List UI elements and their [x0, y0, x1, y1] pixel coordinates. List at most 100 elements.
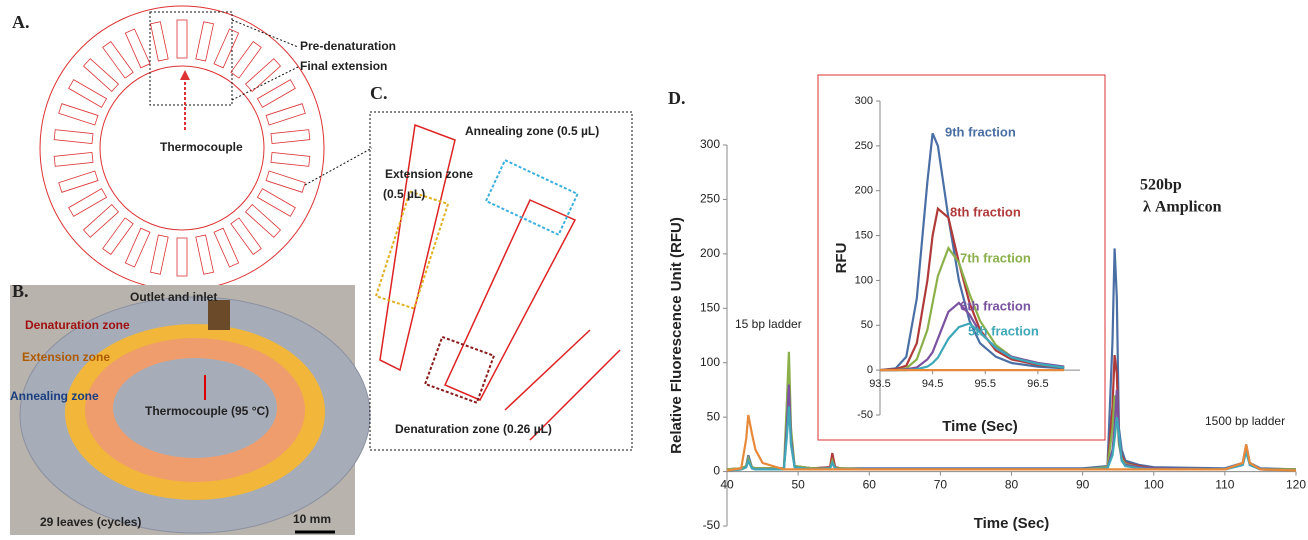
- leaf: [68, 188, 108, 217]
- leaf: [102, 217, 134, 256]
- x-tick-label: 93.5: [869, 378, 890, 390]
- x-axis-title: Time (Sec): [942, 418, 1018, 435]
- y-tick-label: 0: [713, 464, 720, 478]
- y-tick-label: 100: [700, 355, 720, 369]
- x-tick-label: 110: [1215, 478, 1234, 492]
- panel-letter: B.: [12, 281, 29, 301]
- callout-box: [149, 11, 233, 106]
- callout-label: Pre-denaturation: [300, 39, 396, 53]
- y-tick-label: 150: [855, 229, 873, 241]
- channel: [443, 199, 577, 401]
- photo-label: Denaturation zone: [25, 318, 130, 332]
- panel-letter: D.: [668, 88, 686, 108]
- y-tick-label: -50: [857, 409, 873, 421]
- leaf: [53, 129, 94, 145]
- zone-label: Denaturation zone (0.26 µL): [395, 422, 552, 436]
- leaf: [270, 151, 311, 167]
- leaf: [213, 28, 240, 69]
- y-tick-label: 0: [867, 364, 873, 376]
- y-tick-label: 250: [700, 192, 720, 206]
- photo-label: Outlet and inlet: [130, 290, 217, 304]
- zone-label: Annealing zone (0.5 µL): [465, 124, 599, 138]
- channel: [379, 123, 456, 372]
- extension-box: [374, 190, 450, 310]
- center: [113, 358, 277, 458]
- thermocouple-label: Thermocouple: [160, 140, 243, 154]
- x-tick-label: 60: [863, 478, 877, 492]
- x-tick-label: 120: [1286, 478, 1306, 492]
- x-tick-label: 70: [934, 478, 948, 492]
- annotation: λ Amplicon: [1143, 199, 1222, 216]
- y-tick-label: 300: [855, 95, 873, 107]
- series-label: 7th fraction: [960, 250, 1031, 265]
- y-tick-label: 150: [700, 300, 720, 314]
- annotation: 1500 bp ladder: [1205, 414, 1285, 428]
- y-axis-title: RFU: [833, 243, 850, 274]
- y-tick-label: 250: [855, 140, 873, 152]
- leaf: [265, 170, 306, 193]
- panel-letter: A.: [12, 12, 30, 32]
- callout-label: Final extension: [300, 59, 387, 73]
- zoom-line: [304, 147, 373, 186]
- annotation: 520bp: [1140, 177, 1182, 194]
- annealing-box: [484, 158, 579, 237]
- x-tick-label: 96.5: [1027, 378, 1048, 390]
- y-tick-label: 100: [855, 274, 873, 286]
- y-axis-title: Relative Fluorescence Unit (RFU): [668, 217, 685, 454]
- leaf: [176, 237, 188, 277]
- leaf: [124, 227, 151, 268]
- series-line: [879, 206, 1065, 372]
- leaf: [82, 58, 120, 93]
- x-tick-label: 100: [1144, 478, 1164, 492]
- y-tick-label: 200: [855, 185, 873, 197]
- channel: [529, 349, 621, 441]
- leaf: [53, 151, 94, 167]
- leaf: [244, 203, 282, 238]
- leaf: [270, 129, 311, 145]
- inner-ring: [99, 65, 265, 231]
- y-tick-label: -50: [703, 518, 721, 532]
- channel: [504, 329, 591, 411]
- leaf: [150, 21, 169, 62]
- leaf: [68, 79, 108, 108]
- x-tick-label: 40: [720, 478, 734, 492]
- leaf: [256, 188, 296, 217]
- inset-frame: [817, 74, 1106, 441]
- photo-label: Extension zone: [22, 350, 110, 364]
- series-line: [726, 414, 1297, 472]
- leaf: [58, 170, 99, 193]
- zone-label: Extension zone: [385, 167, 473, 181]
- leaf: [124, 28, 151, 69]
- y-tick-label: 50: [707, 409, 721, 423]
- leaf: [265, 103, 306, 126]
- leaf: [150, 234, 169, 275]
- chip-photo: [10, 285, 371, 535]
- callout-line: [231, 66, 299, 101]
- leaf: [82, 203, 120, 238]
- y-tick-label: 50: [861, 319, 873, 331]
- leaf: [256, 79, 296, 108]
- y-tick-label: 300: [700, 137, 720, 151]
- leaf: [230, 217, 262, 256]
- annotation: 15 bp ladder: [735, 317, 802, 331]
- zone-detail: [369, 111, 633, 451]
- photo-label: 29 leaves (cycles): [40, 515, 141, 529]
- inlet: [208, 300, 230, 330]
- photo-label: Annealing zone: [10, 389, 99, 403]
- leaf: [102, 40, 134, 79]
- series-label: 5th fraction: [968, 323, 1039, 338]
- leaf: [213, 227, 240, 268]
- x-tick-label: 95.5: [975, 378, 996, 390]
- callout-line: [231, 19, 299, 48]
- y-tick-label: 200: [700, 246, 720, 260]
- leaf: [58, 103, 99, 126]
- arrow-head: [180, 70, 190, 80]
- leaf: [195, 234, 214, 275]
- series-label: 8th fraction: [950, 204, 1021, 219]
- denaturation-box: [423, 335, 496, 405]
- leaf: [244, 58, 282, 93]
- leaf: [176, 19, 188, 59]
- x-axis-title: Time (Sec): [974, 515, 1050, 532]
